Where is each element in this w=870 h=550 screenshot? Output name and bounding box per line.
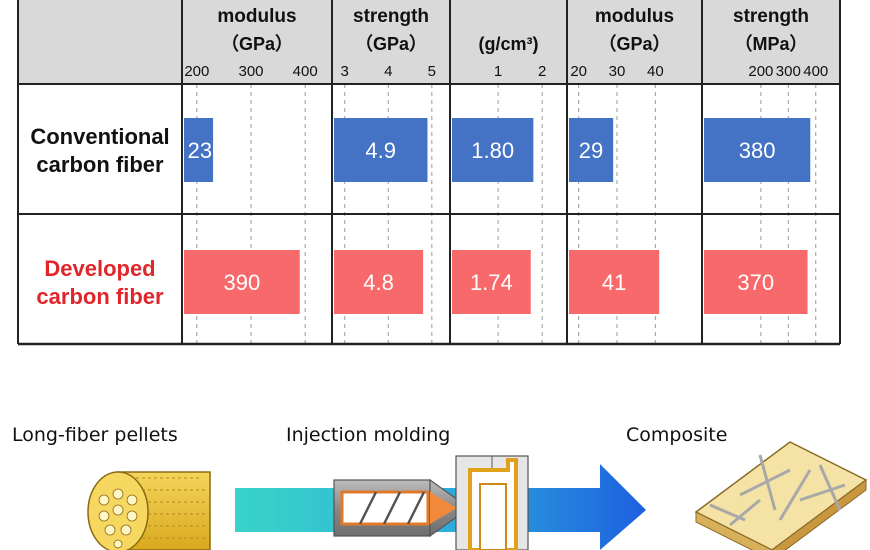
- tick-label: 300: [238, 63, 263, 80]
- tick-label: 4: [384, 63, 392, 80]
- row-label: carbon fiber: [36, 152, 164, 177]
- bar: [569, 250, 660, 314]
- tick-label: 30: [609, 63, 626, 80]
- tick-label: 200: [748, 63, 773, 80]
- column-header-unit: （MPa）: [734, 34, 807, 54]
- bar: [452, 250, 531, 314]
- tick-label: 400: [293, 63, 318, 80]
- bar: [704, 118, 811, 182]
- row-label: Developed: [44, 256, 155, 281]
- data-label: 370: [737, 270, 774, 295]
- tick-label: 200: [184, 63, 209, 80]
- bar: [334, 118, 428, 182]
- data-label: 29: [579, 138, 603, 163]
- column-header-name: modulus: [217, 6, 296, 27]
- tick-label: 400: [803, 63, 828, 80]
- data-label: 4.9: [365, 138, 396, 163]
- data-label: 380: [739, 138, 776, 163]
- column-header-unit: （GPa）: [598, 34, 670, 54]
- data-label: 230: [188, 138, 225, 163]
- data-label: 4.8: [363, 270, 394, 295]
- column-header-name: strength: [353, 6, 429, 27]
- bar: [184, 250, 300, 314]
- tick-label: 300: [776, 63, 801, 80]
- row-label: Conventional: [30, 124, 169, 149]
- process-diagram: [87, 441, 868, 550]
- composite-plate-icon: [694, 441, 868, 550]
- data-label: 1.74: [470, 270, 513, 295]
- column-header-name: modulus: [595, 6, 674, 27]
- column-header-unit: (g/cm³): [479, 34, 539, 54]
- data-label: 41: [602, 270, 626, 295]
- tick-label: 5: [428, 63, 436, 80]
- tick-label: 40: [647, 63, 664, 80]
- injection-barrel-icon: [333, 478, 470, 538]
- pellets-label: Long-fiber pellets: [12, 424, 178, 446]
- pellet-cylinder-icon: [87, 471, 211, 550]
- tick-label: 2: [538, 63, 546, 80]
- molding-label: Injection molding: [286, 424, 451, 446]
- bar: [334, 250, 424, 314]
- column-header-unit: （GPa）: [221, 34, 293, 54]
- bar: [184, 118, 214, 182]
- data-label: 1.80: [471, 138, 514, 163]
- bar: [704, 250, 808, 314]
- tick-label: 3: [341, 63, 349, 80]
- composite-label: Composite: [626, 424, 728, 446]
- tick-label: 20: [570, 63, 587, 80]
- row-label: carbon fiber: [36, 284, 164, 309]
- column-header-unit: （GPa）: [355, 34, 427, 54]
- column-header-name: strength: [733, 6, 809, 27]
- tick-label: 1: [494, 63, 502, 80]
- data-label: 390: [224, 270, 261, 295]
- bar: [569, 118, 614, 182]
- bar: [452, 118, 534, 182]
- mold-icon: [455, 455, 529, 550]
